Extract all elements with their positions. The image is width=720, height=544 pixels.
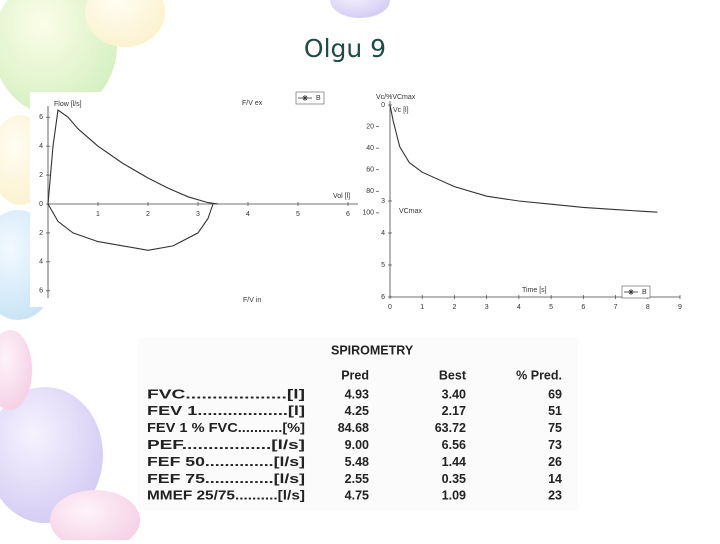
- legend-marker: [628, 289, 634, 295]
- table-title: SPIROMETRY: [331, 343, 414, 357]
- axis-label: Vc/%VCmax: [376, 94, 416, 101]
- balloon: [330, 0, 390, 18]
- y-tick-label: 4: [39, 143, 43, 150]
- y-tick-label: 6: [381, 294, 385, 301]
- axis-label: F/V ex: [242, 100, 263, 107]
- balloon: [0, 387, 103, 523]
- cell: 2.17: [442, 404, 466, 418]
- y2-tick-label: 80: [366, 188, 374, 195]
- chart-panel: [362, 92, 692, 314]
- x-tick-label: 1: [420, 304, 424, 311]
- y-tick-label: 4: [39, 259, 43, 266]
- x-tick-label: 6: [346, 211, 350, 218]
- x-tick-label: 8: [646, 304, 650, 311]
- x-tick-label: 2: [146, 211, 150, 218]
- y-tick-label: 6: [39, 114, 43, 121]
- column-header: Pred: [341, 368, 369, 382]
- column-header: % Pred.: [516, 368, 562, 382]
- cell: 14: [548, 472, 562, 486]
- cell: 69: [548, 387, 562, 401]
- x-tick-label: 3: [196, 211, 200, 218]
- row-label: PEF.................[l/s]: [147, 438, 305, 452]
- row-label: FEV 1 % FVC...........[%]: [147, 421, 305, 435]
- cell: 23: [548, 489, 562, 503]
- data-line: [47, 203, 214, 251]
- table-panel: [138, 338, 578, 510]
- balloon: [0, 330, 32, 410]
- cell: 84.68: [338, 421, 369, 435]
- row-label: FEF 50..............[l/s]: [147, 455, 305, 469]
- spirometry-table: SPIROMETRY Pred Best % Pred. FVC............…: [147, 343, 562, 502]
- x-tick-label: 1: [96, 211, 100, 218]
- cell: 4.93: [345, 387, 369, 401]
- row-label: FVC...................[l]: [147, 387, 305, 401]
- legend-label: B: [316, 95, 321, 102]
- x-tick-label: 3: [485, 304, 489, 311]
- balloon: [85, 0, 165, 47]
- row-label: FEF 75..............[l/s]: [147, 472, 305, 486]
- y2-tick-label: 60: [366, 167, 374, 174]
- y2-tick-label: 20: [366, 123, 374, 130]
- cell: 2.55: [345, 472, 369, 486]
- balloon: [50, 490, 140, 544]
- x-tick-label: 7: [614, 304, 618, 311]
- row-label: MMEF 25/75..........[l/s]: [147, 489, 305, 503]
- cell: 5.48: [345, 455, 369, 469]
- axis-label: Vc [l]: [393, 107, 409, 114]
- cell: 3.40: [442, 387, 466, 401]
- y2-tick-label: 100: [362, 210, 374, 217]
- y-tick-label: 3: [381, 198, 385, 205]
- y-tick-label: 2: [39, 230, 43, 237]
- y-tick-label: 4: [381, 230, 385, 237]
- y-tick-label: 2: [39, 172, 43, 179]
- cell: 1.44: [442, 455, 466, 469]
- cell: 6.56: [442, 438, 466, 452]
- axis-label: Flow [l/s]: [54, 101, 82, 108]
- cell: 63.72: [435, 421, 466, 435]
- cell: 26: [548, 455, 562, 469]
- cell: 4.25: [345, 404, 369, 418]
- axis-label: F/V in: [243, 297, 261, 304]
- cell: 9.00: [345, 438, 369, 452]
- x-tick-label: 0: [388, 304, 392, 311]
- axis-label: Vol [l]: [333, 193, 350, 200]
- row-label: FEV 1..................[l]: [147, 404, 305, 418]
- axis-label: Time [s]: [522, 287, 547, 294]
- x-tick-label: 2: [452, 304, 456, 311]
- cell: 4.75: [345, 489, 369, 503]
- balloon: [0, 0, 117, 115]
- column-header: Best: [439, 368, 467, 382]
- y-tick-label: 0: [381, 102, 385, 109]
- cell: 0.35: [442, 472, 466, 486]
- balloons: [0, 0, 390, 544]
- y2-tick-label: 40: [366, 145, 374, 152]
- y-tick-label: 5: [381, 262, 385, 269]
- cell: 1.09: [442, 489, 466, 503]
- legend-marker: [302, 95, 308, 101]
- x-tick-label: 9: [678, 304, 682, 311]
- slide-title: Olgu 9: [304, 34, 386, 63]
- cell: 51: [548, 404, 562, 418]
- y-tick-label: 0: [39, 201, 43, 208]
- data-line: [47, 109, 219, 205]
- x-tick-label: 5: [549, 304, 553, 311]
- axis-label: VCmax: [399, 208, 422, 215]
- y-tick-label: 6: [39, 288, 43, 295]
- x-tick-label: 4: [517, 304, 521, 311]
- cell: 75: [548, 421, 562, 435]
- x-tick-label: 6: [581, 304, 585, 311]
- x-tick-label: 5: [296, 211, 300, 218]
- cell: 73: [548, 438, 562, 452]
- legend-label: B: [642, 289, 647, 296]
- x-tick-label: 4: [246, 211, 250, 218]
- data-line: [389, 104, 658, 213]
